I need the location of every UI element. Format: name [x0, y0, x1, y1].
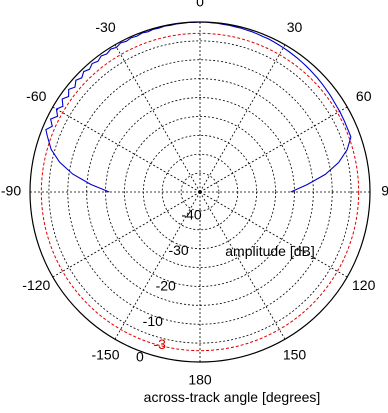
outer-ring	[29, 21, 371, 363]
angle-tick-label: 180	[188, 372, 212, 388]
outer-ring-layer	[29, 21, 371, 363]
grid-ring	[105, 97, 295, 287]
reference-circle-layer	[40, 32, 360, 352]
tick-label-layer: 0306090120150180-150-120-90-60-30-40-30-…	[1, 0, 388, 388]
reference-circle	[40, 32, 360, 352]
series-line	[45, 21, 352, 138]
radial-axis-label: amplitude [dB]	[225, 243, 315, 259]
angle-tick-label: 0	[196, 0, 204, 10]
grid-spoke	[52, 191, 201, 278]
polar-grid	[30, 22, 370, 362]
angle-tick-label: -60	[26, 88, 46, 104]
grid-ring	[124, 116, 276, 268]
angle-tick-label: 60	[356, 88, 372, 104]
grid-spoke	[52, 106, 201, 193]
grid-ring	[180, 172, 220, 212]
grid-spoke	[199, 191, 286, 340]
series-line	[290, 136, 352, 193]
series-layer	[45, 21, 352, 193]
grid-spoke	[199, 44, 286, 193]
angle-tick-label: -90	[1, 183, 21, 199]
grid-spoke	[199, 191, 348, 278]
radial-tick-label: -20	[156, 277, 176, 293]
angle-tick-label: 150	[283, 346, 307, 362]
grid-spoke	[199, 106, 348, 193]
angle-tick-label: 30	[287, 19, 303, 35]
radial-tick-label: 0	[136, 348, 144, 364]
series-line	[46, 136, 110, 193]
angle-tick-label: 120	[352, 277, 376, 293]
radial-tick-label: -40	[181, 206, 201, 222]
grid-spoke	[114, 44, 201, 193]
angle-tick-label: -150	[91, 346, 119, 362]
grid-spoke	[114, 191, 201, 340]
reference-circle-label: -3	[153, 336, 166, 352]
radial-tick-label: -10	[143, 313, 163, 329]
angle-tick-label: -120	[22, 277, 50, 293]
radial-tick-label: -30	[168, 242, 188, 258]
angle-tick-label: 90	[381, 183, 388, 199]
angle-tick-label: -30	[95, 19, 115, 35]
x-axis-label: across-track angle [degrees]	[144, 389, 321, 405]
grid-ring	[48, 40, 352, 344]
